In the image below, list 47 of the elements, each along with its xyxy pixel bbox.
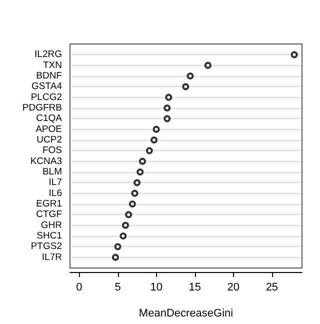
y-tick-label: UCP2: [36, 134, 62, 146]
point: [128, 200, 136, 208]
point: [125, 211, 132, 218]
point: [182, 83, 190, 90]
x-axis-title: MeanDecreaseGini: [138, 308, 234, 320]
y-tick-label: PDGFRB: [22, 102, 62, 114]
point: [131, 190, 138, 197]
y-tick-label: PLCG2: [30, 92, 62, 103]
point: [134, 179, 141, 186]
point: [164, 104, 171, 112]
point: [290, 51, 298, 58]
point: [120, 232, 127, 240]
point: [112, 254, 119, 261]
point: [204, 62, 212, 69]
x-tick-label: 10: [150, 282, 162, 294]
point: [136, 168, 144, 176]
y-tick-label: GHR: [40, 220, 62, 231]
point: [164, 115, 171, 122]
y-tick-label: KCNA3: [30, 156, 62, 167]
y-tick-label: IL7R: [42, 252, 62, 263]
y-tick-label: GSTA4: [32, 81, 62, 92]
y-tick-label: BLM: [42, 166, 62, 178]
y-tick-label: C1QA: [36, 113, 63, 124]
y-tick-label: IL2RG: [34, 49, 62, 60]
x-tick-label: 25: [266, 282, 278, 294]
x-tick-label: 0: [76, 282, 82, 294]
y-tick-label: IL7: [48, 177, 62, 188]
point: [150, 136, 158, 144]
x-tick-label: 5: [114, 282, 121, 294]
y-tick-label: EGR1: [36, 198, 62, 210]
y-tick-label: TXN: [43, 60, 62, 71]
y-tick-label: CTGF: [36, 209, 62, 220]
x-tick-label: 15: [188, 282, 201, 294]
point: [138, 158, 146, 165]
point: [146, 147, 153, 154]
point: [152, 126, 160, 133]
point: [186, 72, 194, 80]
y-tick-label: APOE: [36, 124, 62, 135]
y-tick-label: IL6: [48, 188, 62, 199]
y-tick-label: FOS: [42, 145, 62, 156]
y-tick-label: BDNF: [36, 70, 62, 82]
point: [114, 243, 122, 250]
x-tick-label: 20: [227, 282, 240, 294]
y-tick-label: PTGS2: [30, 241, 62, 252]
y-tick-label: SHC1: [36, 230, 62, 242]
point: [122, 222, 129, 229]
point: [165, 94, 172, 101]
